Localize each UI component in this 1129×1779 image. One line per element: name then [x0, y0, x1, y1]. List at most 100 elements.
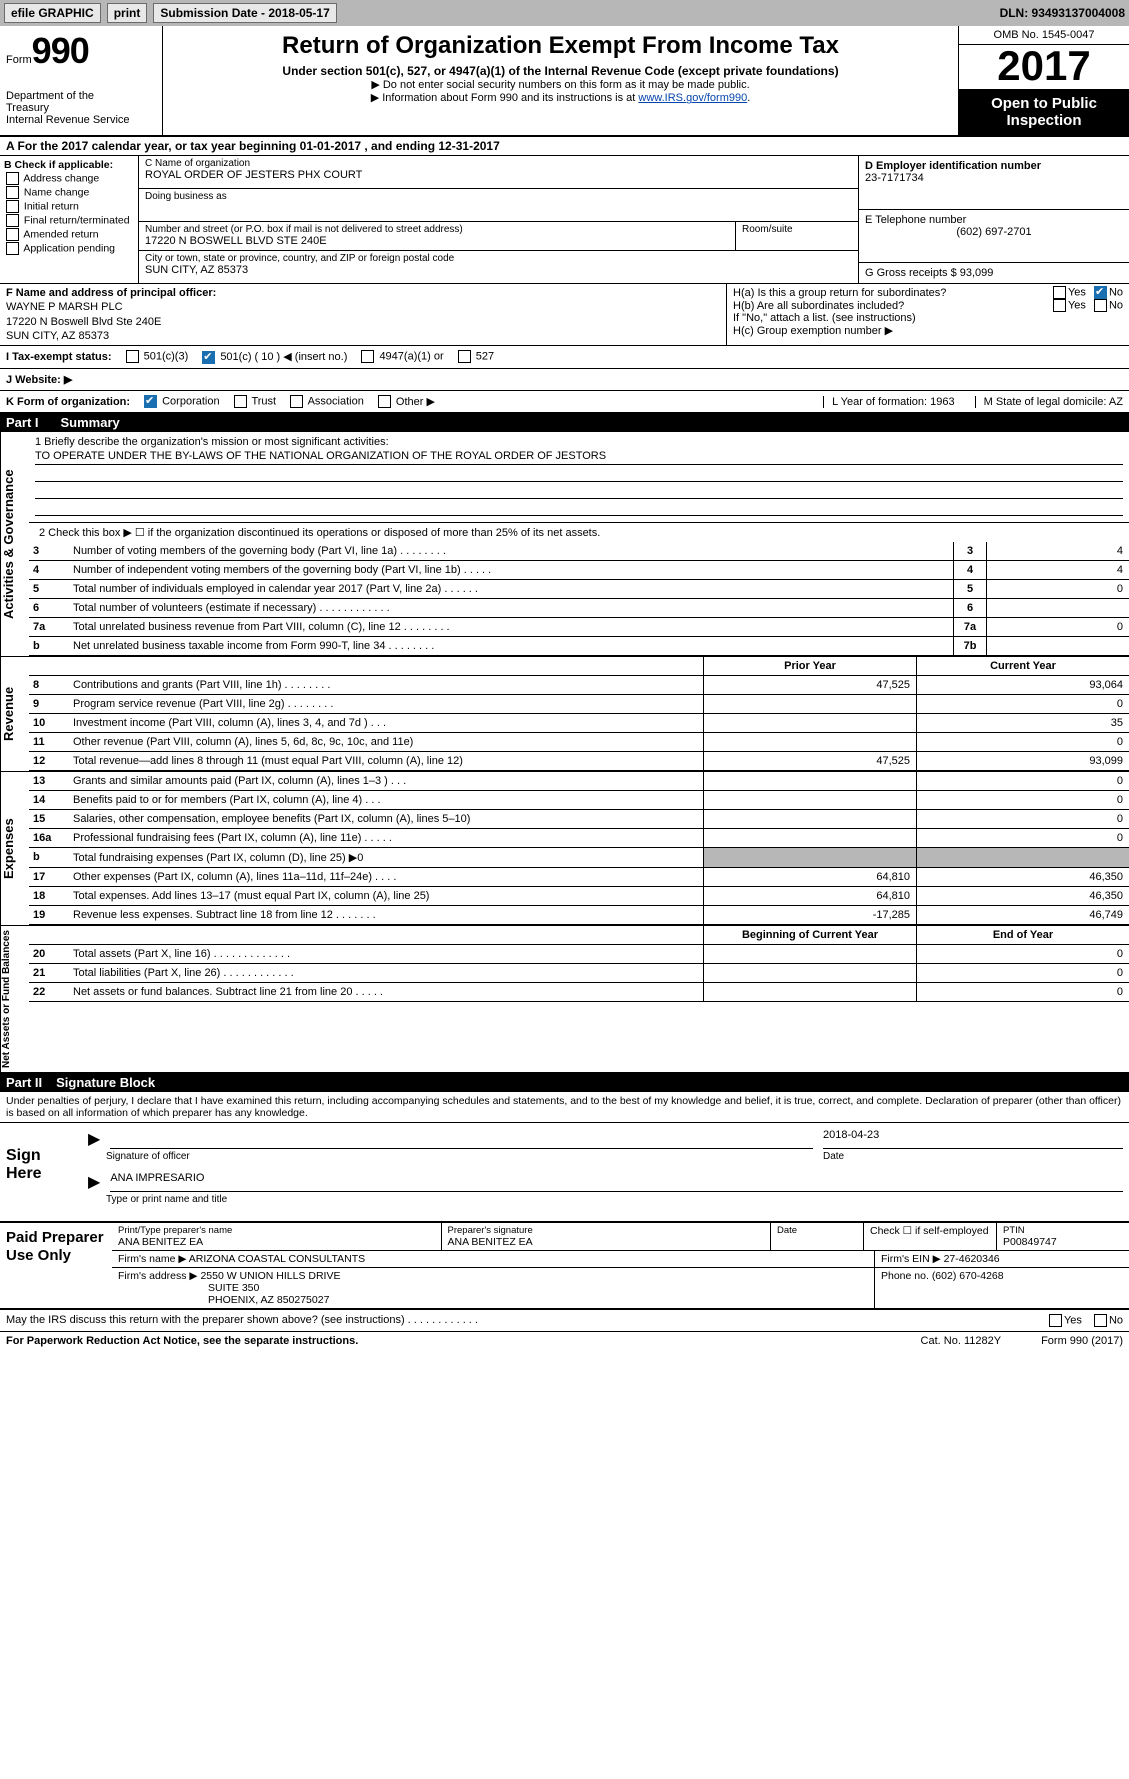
line-desc: Other revenue (Part VIII, column (A), li… — [69, 733, 703, 751]
cb-501c[interactable]: 501(c) ( 10 ) ◀ (insert no.) — [200, 350, 347, 364]
line-desc: Grants and similar amounts paid (Part IX… — [69, 772, 703, 790]
prior-year-value: 47,525 — [703, 752, 916, 770]
dept-line3: Internal Revenue Service — [6, 114, 156, 126]
form-subtitle-1: Under section 501(c), 527, or 4947(a)(1)… — [169, 64, 952, 78]
vtab-netassets: Net Assets or Fund Balances Beginning of… — [0, 925, 1129, 1073]
prep-self-employed[interactable]: Check ☐ if self-employed — [870, 1225, 990, 1237]
l-year-formation: L Year of formation: 1963 — [823, 396, 955, 408]
current-year-hdr: Current Year — [916, 657, 1129, 675]
line-box: 7b — [953, 637, 986, 655]
cb-application-pending[interactable]: Application pending — [4, 242, 134, 255]
discuss-no[interactable]: No — [1092, 1314, 1123, 1327]
cb-association[interactable]: Association — [288, 395, 364, 408]
fin-row: 17Other expenses (Part IX, column (A), l… — [29, 868, 1129, 887]
line-desc: Net assets or fund balances. Subtract li… — [69, 983, 703, 1001]
line-num: 3 — [29, 542, 69, 560]
na-header-row: Beginning of Current Year End of Year — [29, 926, 1129, 945]
cb-527[interactable]: 527 — [456, 350, 494, 363]
ha-yes[interactable]: Yes — [1051, 286, 1086, 299]
fin-header-row: Prior Year Current Year — [29, 657, 1129, 676]
cb-501c3[interactable]: 501(c)(3) — [124, 350, 189, 363]
form-id-footer: Form 990 (2017) — [1041, 1335, 1123, 1347]
ptin-value: P00849747 — [1003, 1236, 1123, 1248]
part1-header: Part I Summary — [0, 413, 1129, 432]
fin-row: 11Other revenue (Part VIII, column (A), … — [29, 733, 1129, 752]
cb-amended-return[interactable]: Amended return — [4, 228, 134, 241]
line-num: 17 — [29, 868, 69, 886]
firm-phone: (602) 670-4268 — [932, 1270, 1004, 1282]
fin-row: 19Revenue less expenses. Subtract line 1… — [29, 906, 1129, 925]
prior-year-hdr: Prior Year — [703, 657, 916, 675]
arrow-icon: ▶ — [88, 1129, 100, 1149]
line-desc: Contributions and grants (Part VIII, lin… — [69, 676, 703, 694]
arrow-icon: ▶ — [88, 1172, 100, 1192]
j-label: J Website: ▶ — [6, 373, 72, 386]
print-button[interactable]: print — [107, 3, 148, 23]
fin-row: 9Program service revenue (Part VIII, lin… — [29, 695, 1129, 714]
officer-signature-field[interactable] — [110, 1129, 813, 1149]
hb-no[interactable]: No — [1092, 299, 1123, 312]
line-value — [986, 599, 1129, 617]
cb-trust[interactable]: Trust — [232, 395, 277, 408]
prior-year-value — [703, 983, 916, 1001]
cb-name-change[interactable]: Name change — [4, 186, 134, 199]
form-prefix: Form — [6, 54, 32, 66]
fin-row: 15Salaries, other compensation, employee… — [29, 810, 1129, 829]
signature-label: Signature of officer — [106, 1151, 190, 1162]
line-box: 5 — [953, 580, 986, 598]
cb-4947[interactable]: 4947(a)(1) or — [359, 350, 443, 363]
cb-final-return[interactable]: Final return/terminated — [4, 214, 134, 227]
cb-other[interactable]: Other ▶ — [376, 395, 435, 409]
line-num: 7a — [29, 618, 69, 636]
summary-row: 3Number of voting members of the governi… — [29, 542, 1129, 561]
vtab-revenue: Revenue Prior Year Current Year 8Contrib… — [0, 656, 1129, 771]
discuss-yes[interactable]: Yes — [1047, 1314, 1082, 1327]
hb-yes[interactable]: Yes — [1051, 299, 1086, 312]
line-desc: Total assets (Part X, line 16) . . . . .… — [69, 945, 703, 963]
section-h: H(a) Is this a group return for subordin… — [727, 284, 1129, 345]
cb-initial-return[interactable]: Initial return — [4, 200, 134, 213]
line-num: 5 — [29, 580, 69, 598]
irs-link[interactable]: www.IRS.gov/form990 — [638, 92, 747, 104]
firm-phone-label: Phone no. — [881, 1270, 929, 1282]
prior-year-value — [703, 829, 916, 847]
officer-label: F Name and address of principal officer: — [6, 286, 720, 300]
cat-no: Cat. No. 11282Y — [921, 1335, 1002, 1347]
fin-row: 13Grants and similar amounts paid (Part … — [29, 772, 1129, 791]
officer-name-field[interactable]: ANA IMPRESARIO — [110, 1172, 1123, 1192]
sign-here-block: Sign Here ▶ 2018-04-23 Signature of offi… — [0, 1123, 1129, 1223]
summary-body: 1 Briefly describe the organization's mi… — [29, 432, 1129, 656]
prep-sig: ANA BENITEZ EA — [448, 1236, 765, 1248]
line-desc: Total unrelated business revenue from Pa… — [69, 618, 953, 636]
line-box: 6 — [953, 599, 986, 617]
mission-label: 1 Briefly describe the organization's mi… — [35, 436, 1123, 448]
perjury-statement: Under penalties of perjury, I declare th… — [0, 1092, 1129, 1123]
dept-line1: Department of the — [6, 90, 156, 102]
hb-note: If "No," attach a list. (see instruction… — [733, 312, 1123, 324]
prior-year-value — [703, 945, 916, 963]
sign-date-field[interactable]: 2018-04-23 — [823, 1129, 1123, 1149]
m-state-domicile: M State of legal domicile: AZ — [975, 396, 1123, 408]
cb-address-change[interactable]: Address change — [4, 172, 134, 185]
prep-date-label: Date — [777, 1225, 857, 1236]
current-year-value: 0 — [916, 829, 1129, 847]
street-value: 17220 N BOSWELL BLVD STE 240E — [145, 235, 729, 247]
prep-name-label: Print/Type preparer's name — [118, 1225, 435, 1236]
summary-row: 4Number of independent voting members of… — [29, 561, 1129, 580]
row-j-website: J Website: ▶ — [0, 369, 1129, 391]
line-num: 12 — [29, 752, 69, 770]
phone-label: E Telephone number — [865, 214, 1123, 226]
efile-graphic-button[interactable]: efile GRAPHIC — [4, 3, 101, 23]
line-desc: Total number of volunteers (estimate if … — [69, 599, 953, 617]
fin-row: 10Investment income (Part VIII, column (… — [29, 714, 1129, 733]
cb-corporation[interactable]: Corporation — [142, 395, 220, 408]
fin-row: 21Total liabilities (Part X, line 26) . … — [29, 964, 1129, 983]
line-a-tax-year: A For the 2017 calendar year, or tax yea… — [0, 137, 1129, 156]
current-year-value: 0 — [916, 772, 1129, 790]
fin-row: bTotal fundraising expenses (Part IX, co… — [29, 848, 1129, 868]
firm-addr-label: Firm's address ▶ — [118, 1270, 198, 1282]
line-num: 16a — [29, 829, 69, 847]
vtab-exp-label: Expenses — [0, 772, 29, 925]
prior-year-value — [703, 791, 916, 809]
ha-no[interactable]: No — [1092, 286, 1123, 299]
